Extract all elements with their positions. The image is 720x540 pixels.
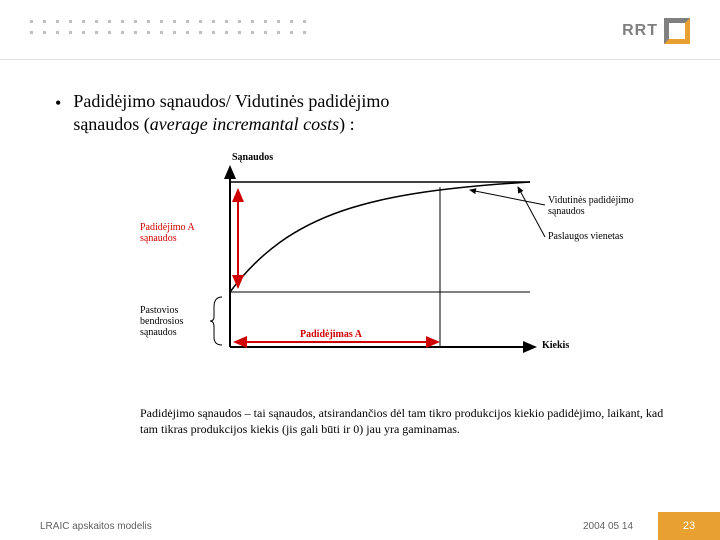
- y-axis-label: Sąnaudos: [232, 152, 273, 163]
- header: RRT: [0, 0, 720, 60]
- footer-page: 23: [658, 512, 720, 540]
- logo: RRT: [622, 18, 690, 44]
- logo-icon: [664, 18, 690, 44]
- label-padidejimo-a: Padidėjimo Asąnaudos: [140, 222, 220, 244]
- footer-left: LRAIC apskaitos modelis: [0, 521, 558, 532]
- label-avg-incr: Vidutinės padidėjimosąnaudos: [548, 195, 648, 217]
- header-dots: [30, 20, 306, 34]
- cost-chart: Sąnaudos Kiekis Padidėjimo Asąnaudos Vid…: [110, 157, 640, 387]
- slide-title: • Padidėjimo sąnaudos/ Vidutinės padidėj…: [55, 90, 665, 137]
- label-service-unit: Paslaugos vienetas: [548, 231, 648, 242]
- description: Padidėjimo sąnaudos – tai sąnaudos, atsi…: [140, 405, 680, 437]
- logo-text: RRT: [622, 22, 658, 40]
- bullet-icon: •: [55, 92, 61, 115]
- footer-date: 2004 05 14: [558, 521, 658, 532]
- title-line2a: sąnaudos (: [73, 114, 149, 134]
- x-axis-label: Kiekis: [542, 340, 569, 351]
- label-fixed-costs: Pastoviosbendrosiossąnaudos: [140, 305, 215, 338]
- title-line1: Padidėjimo sąnaudos/ Vidutinės padidėjim…: [73, 91, 389, 111]
- title-line2-italic: average incremantal costs: [150, 114, 339, 134]
- title-line2b: ) :: [339, 114, 355, 134]
- footer: LRAIC apskaitos modelis 2004 05 14 23: [0, 512, 720, 540]
- content: • Padidėjimo sąnaudos/ Vidutinės padidėj…: [0, 60, 720, 437]
- label-padidejimas-a: Padidėjimas A: [300, 329, 362, 340]
